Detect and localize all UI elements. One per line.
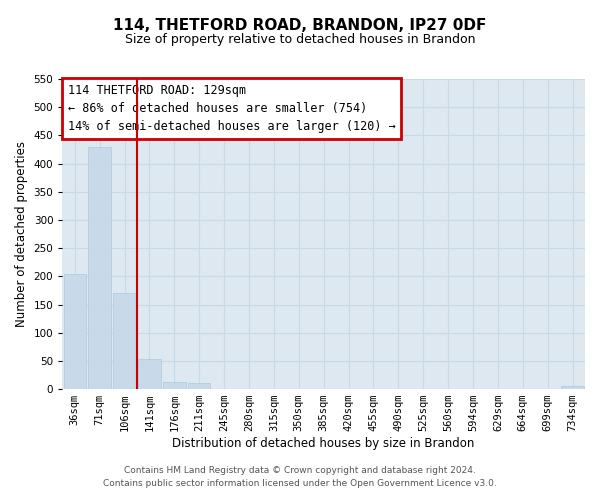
- Text: 114, THETFORD ROAD, BRANDON, IP27 0DF: 114, THETFORD ROAD, BRANDON, IP27 0DF: [113, 18, 487, 32]
- X-axis label: Distribution of detached houses by size in Brandon: Distribution of detached houses by size …: [172, 437, 475, 450]
- Text: 114 THETFORD ROAD: 129sqm
← 86% of detached houses are smaller (754)
14% of semi: 114 THETFORD ROAD: 129sqm ← 86% of detac…: [68, 84, 395, 132]
- Bar: [113, 293, 136, 389]
- Text: Size of property relative to detached houses in Brandon: Size of property relative to detached ho…: [125, 32, 475, 46]
- Bar: [64, 274, 86, 389]
- Bar: [562, 386, 584, 389]
- Bar: [163, 382, 185, 389]
- Bar: [88, 146, 111, 389]
- Bar: [138, 359, 161, 389]
- Y-axis label: Number of detached properties: Number of detached properties: [15, 141, 28, 327]
- Bar: [188, 384, 211, 389]
- Text: Contains HM Land Registry data © Crown copyright and database right 2024.
Contai: Contains HM Land Registry data © Crown c…: [103, 466, 497, 487]
